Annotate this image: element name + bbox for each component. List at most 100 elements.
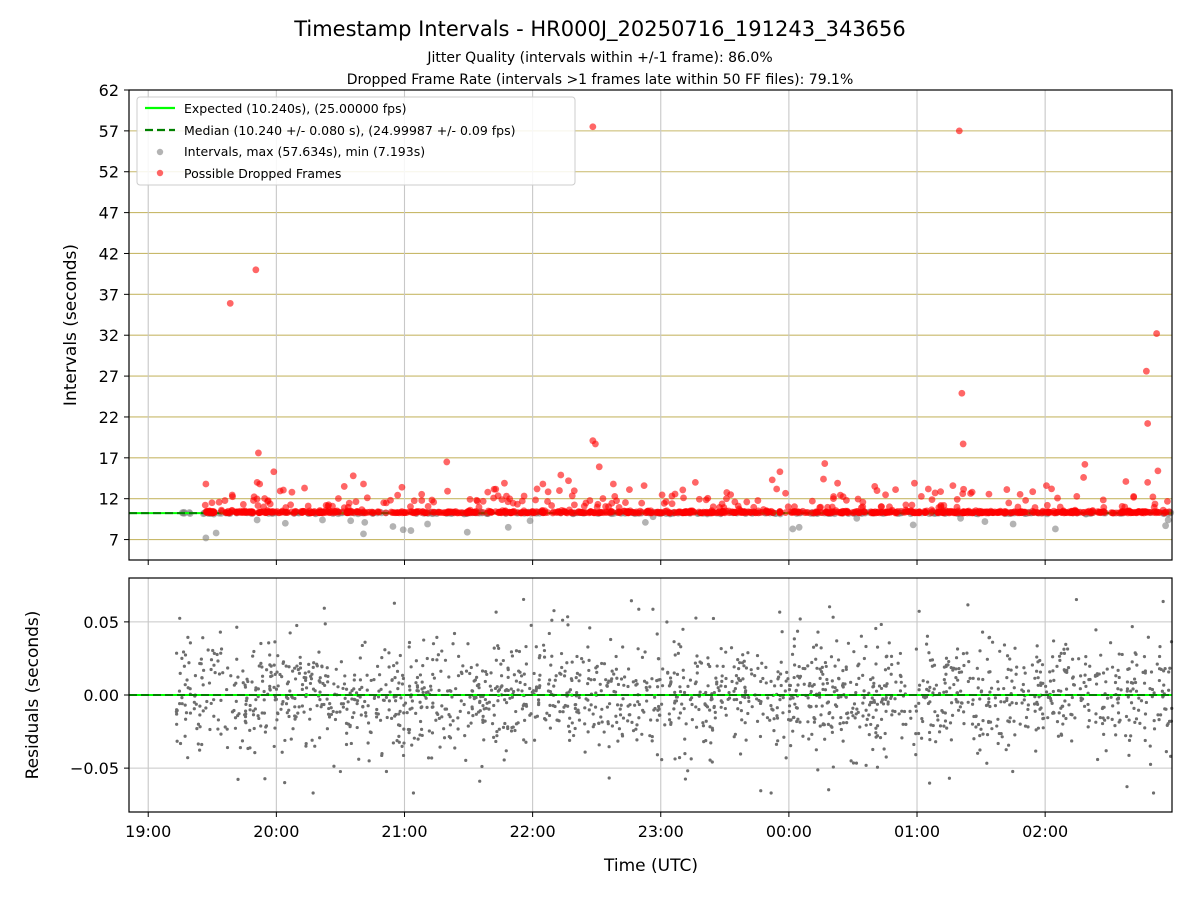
residual-point xyxy=(553,704,557,709)
residual-point xyxy=(395,661,399,665)
dropped-frame-point xyxy=(555,508,563,516)
residual-point xyxy=(951,668,955,672)
residual-point xyxy=(884,697,888,702)
dropped-frame-point xyxy=(270,508,277,516)
residual-point xyxy=(658,713,662,717)
residual-point xyxy=(221,671,225,675)
residual-point xyxy=(984,703,989,708)
dropped-frame-point xyxy=(892,486,899,493)
residual-point xyxy=(1103,718,1107,722)
residual-point xyxy=(831,765,835,769)
residual-point xyxy=(710,728,715,732)
dropped-frame-point xyxy=(229,493,236,501)
residual-point xyxy=(587,708,591,712)
dropped-frame-point xyxy=(1094,508,1102,516)
residuals-y-tick-label: 0.00 xyxy=(83,686,119,705)
residual-point xyxy=(396,723,401,727)
residual-point xyxy=(677,716,681,720)
residual-point xyxy=(218,630,222,634)
residual-point xyxy=(186,635,190,639)
interval-point xyxy=(407,527,415,534)
residual-point xyxy=(1164,707,1168,711)
residual-point xyxy=(738,661,742,665)
dropped-frame-point xyxy=(340,504,348,512)
residual-point xyxy=(858,725,862,729)
residual-point xyxy=(205,699,209,704)
residual-point xyxy=(219,698,223,702)
residuals-x-ticks: 19:00 20:00 21:00 22:00 23:00 00:00 01:00 02:00 xyxy=(125,812,1068,841)
dropped-frame-point xyxy=(354,509,362,516)
residual-point xyxy=(1022,666,1026,670)
residual-point xyxy=(606,722,610,726)
dropped-frame-point xyxy=(249,508,257,516)
residual-point xyxy=(775,716,780,720)
residual-point xyxy=(514,709,518,714)
residual-point xyxy=(1087,718,1091,723)
residual-point xyxy=(678,689,683,694)
residual-point xyxy=(499,685,503,689)
residual-point xyxy=(821,687,825,692)
dropped-frame-point xyxy=(556,487,563,494)
residual-point xyxy=(436,653,440,657)
residual-point xyxy=(180,696,184,700)
residual-point xyxy=(276,684,280,688)
residual-point xyxy=(674,695,679,699)
residual-point xyxy=(343,674,347,678)
intervals-y-axis-label: Intervals (seconds) xyxy=(61,244,81,406)
residual-point xyxy=(1159,713,1163,717)
residual-point xyxy=(1034,749,1038,753)
residual-point xyxy=(875,645,880,649)
residual-point xyxy=(1143,712,1148,716)
interval-point xyxy=(212,529,220,537)
residual-point xyxy=(921,679,925,683)
residual-point xyxy=(553,678,557,682)
residual-point xyxy=(634,683,638,687)
residual-point xyxy=(559,651,564,656)
residual-point xyxy=(1149,670,1154,674)
residual-point xyxy=(482,707,486,711)
residual-point xyxy=(871,715,875,719)
residual-point xyxy=(510,695,514,699)
residual-point xyxy=(303,671,307,675)
residual-point xyxy=(561,710,565,714)
residual-point xyxy=(429,684,433,688)
dropped-frame-point xyxy=(955,127,963,135)
residual-point xyxy=(690,702,694,707)
residual-point xyxy=(927,651,931,655)
residual-point xyxy=(1142,655,1147,659)
residual-point xyxy=(672,707,676,711)
dropped-frame-point xyxy=(497,509,505,516)
residual-point xyxy=(365,673,369,677)
residual-point xyxy=(717,689,721,693)
legend: Expected (10.240s), (25.00000 fps) Media… xyxy=(136,96,576,186)
dropped-frame-point xyxy=(934,509,942,516)
residual-point xyxy=(323,683,327,688)
residual-point xyxy=(513,728,517,733)
dropped-frame-point xyxy=(858,504,865,512)
dropped-frame-point xyxy=(201,501,209,509)
dropped-frame-point xyxy=(1054,494,1061,502)
residual-point xyxy=(675,672,680,676)
dropped-frame-point xyxy=(1153,330,1161,337)
residual-point xyxy=(1030,663,1034,667)
residual-point xyxy=(874,689,879,693)
dropped-frame-point xyxy=(1087,509,1095,517)
residual-point xyxy=(475,675,479,679)
residual-point xyxy=(241,669,245,673)
dropped-frame-point xyxy=(685,508,692,516)
dropped-frame-point xyxy=(410,497,418,505)
dropped-frame-point xyxy=(928,506,936,514)
residual-point xyxy=(322,702,326,707)
dropped-frame-point xyxy=(218,506,225,514)
residual-point xyxy=(614,654,618,659)
residual-point xyxy=(926,680,930,684)
residual-point xyxy=(814,748,818,752)
residual-point xyxy=(201,683,205,687)
residual-point xyxy=(490,721,495,726)
residual-point xyxy=(690,718,694,722)
residual-point xyxy=(970,702,975,706)
residual-point xyxy=(381,698,386,702)
dropped-frame-point xyxy=(609,480,617,488)
residual-point xyxy=(275,718,279,722)
residual-point xyxy=(1139,699,1144,703)
